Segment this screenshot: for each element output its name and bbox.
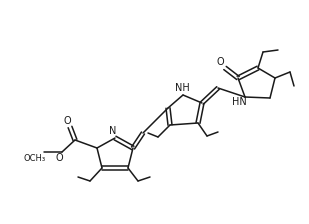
Text: O: O	[63, 116, 71, 126]
Text: OCH₃: OCH₃	[24, 153, 46, 162]
Text: NH: NH	[175, 83, 189, 93]
Text: N: N	[109, 126, 117, 136]
Text: O: O	[216, 57, 224, 67]
Text: O: O	[55, 153, 63, 163]
Text: HN: HN	[232, 97, 246, 107]
